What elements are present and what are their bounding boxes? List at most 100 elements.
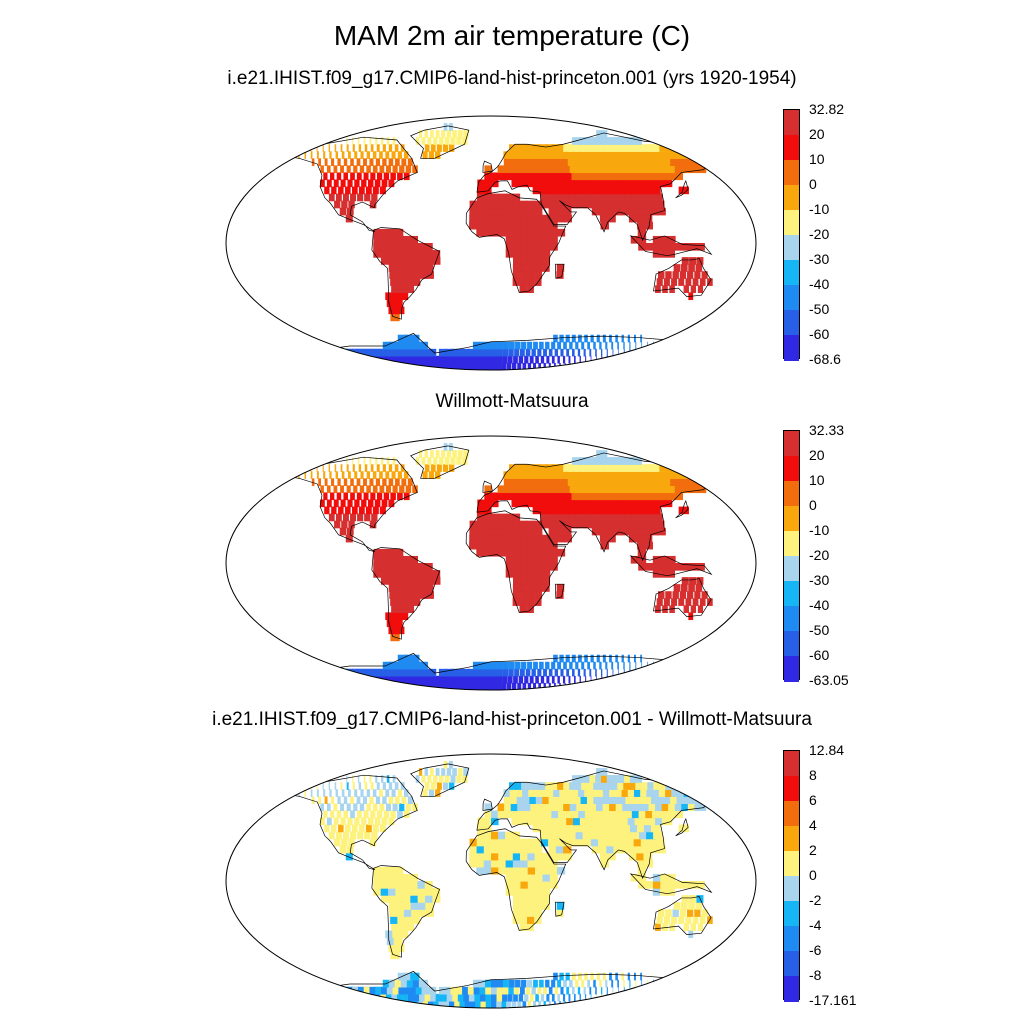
grid-cell: [483, 207, 492, 216]
grid-cell: [593, 782, 604, 790]
grid-cell: [574, 993, 576, 1002]
grid-cell: [320, 165, 324, 174]
grid-cell: [635, 845, 645, 854]
grid-cell: [655, 499, 666, 508]
grid-cell: [446, 768, 452, 776]
grid-cell: [545, 179, 555, 188]
grid-cell: [491, 817, 499, 826]
grid-cell: [649, 845, 659, 854]
grid-cell: [641, 144, 654, 152]
grid-cell: [479, 355, 487, 364]
grid-cell: [376, 492, 383, 501]
grid-cell: [555, 845, 565, 854]
grid-cell: [597, 838, 607, 847]
grid-cell: [637, 859, 646, 868]
colorbar-label: 0: [809, 867, 817, 883]
grid-cell: [605, 172, 615, 181]
grid-cell: [631, 158, 643, 166]
grid-cell: [605, 464, 616, 472]
grid-cell: [361, 817, 367, 826]
grid-cell: [648, 803, 660, 812]
grid-cell: [513, 577, 521, 585]
grid-cell: [385, 930, 395, 939]
grid-cell: [386, 165, 391, 174]
grid-cell: [629, 464, 641, 472]
grid-cell: [328, 782, 330, 790]
grid-cell: [635, 979, 637, 988]
grid-cell: [609, 186, 619, 195]
colorbar-label: 0: [809, 497, 817, 513]
grid-cell: [372, 789, 377, 797]
grid-cell: [291, 993, 308, 1002]
grid-cell: [504, 172, 513, 181]
grid-cell: [402, 235, 411, 244]
grid-cell: [548, 796, 558, 804]
grid-cell: [612, 457, 624, 465]
colorbar-label: 32.82: [809, 101, 845, 117]
grid-cell: [456, 775, 462, 783]
grid-cell: [512, 591, 521, 599]
grid-cell: [366, 789, 371, 797]
grid-cell: [317, 1000, 334, 1008]
grid-cell: [643, 506, 654, 515]
grid-cell: [505, 193, 513, 202]
grid-cell: [320, 485, 324, 494]
grid-cell: [605, 144, 616, 152]
grid-cell: [590, 520, 600, 529]
grid-cell: [483, 527, 492, 536]
grid-cell: [312, 1000, 329, 1008]
grid-cell: [395, 866, 404, 875]
grid-cell: [560, 824, 570, 833]
grid-cell: [629, 341, 631, 350]
grid-cell: [478, 341, 486, 350]
grid-cell: [559, 499, 569, 508]
grid-cell: [502, 348, 509, 357]
grid-cell: [672, 909, 679, 917]
grid-cell: [373, 873, 382, 882]
grid-cell: [527, 527, 536, 536]
grid-cell: [435, 130, 440, 138]
grid-cell: [641, 341, 643, 350]
grid-cell: [663, 598, 670, 606]
grid-cell: [457, 130, 463, 138]
grid-cell: [354, 151, 358, 159]
grid-cell: [443, 123, 448, 131]
grid-cell: [333, 485, 338, 494]
grid-cell: [550, 165, 559, 174]
grid-cell: [357, 137, 360, 145]
grid-cell: [328, 464, 330, 472]
grid-cell: [479, 993, 487, 1002]
grid-cell: [665, 471, 678, 479]
grid-cell: [352, 457, 354, 465]
grid-cell: [527, 464, 536, 472]
grid-cell: [345, 852, 353, 861]
grid-cell: [574, 158, 584, 166]
grid-cell: [581, 782, 592, 790]
grid-cell: [369, 200, 377, 209]
colorbar-label: -60: [809, 326, 830, 342]
grid-cell: [333, 165, 338, 174]
grid-cell: [415, 348, 426, 357]
grid-cell: [383, 172, 390, 181]
grid-cell: [512, 278, 521, 286]
grid-cell: [498, 527, 507, 536]
grid-cell: [395, 570, 404, 578]
grid-cell: [662, 285, 668, 293]
grid-cell: [441, 768, 446, 776]
colorbar-label: -40: [809, 597, 830, 613]
grid-cell: [335, 831, 342, 840]
grid-cell: [629, 824, 640, 833]
grid-cell: [415, 775, 420, 783]
grid-cell: [479, 348, 487, 357]
grid-cell: [402, 355, 413, 364]
grid-cell: [430, 675, 440, 684]
grid-cell: [435, 789, 441, 797]
grid-cell: [369, 775, 372, 783]
grid-cell: [561, 478, 571, 486]
grid-cell: [545, 979, 550, 988]
grid-cell: [677, 782, 691, 790]
grid-cell: [534, 909, 543, 917]
grid-cell: [367, 817, 374, 826]
grid-cell: [343, 796, 348, 804]
grid-cell: [615, 165, 626, 174]
